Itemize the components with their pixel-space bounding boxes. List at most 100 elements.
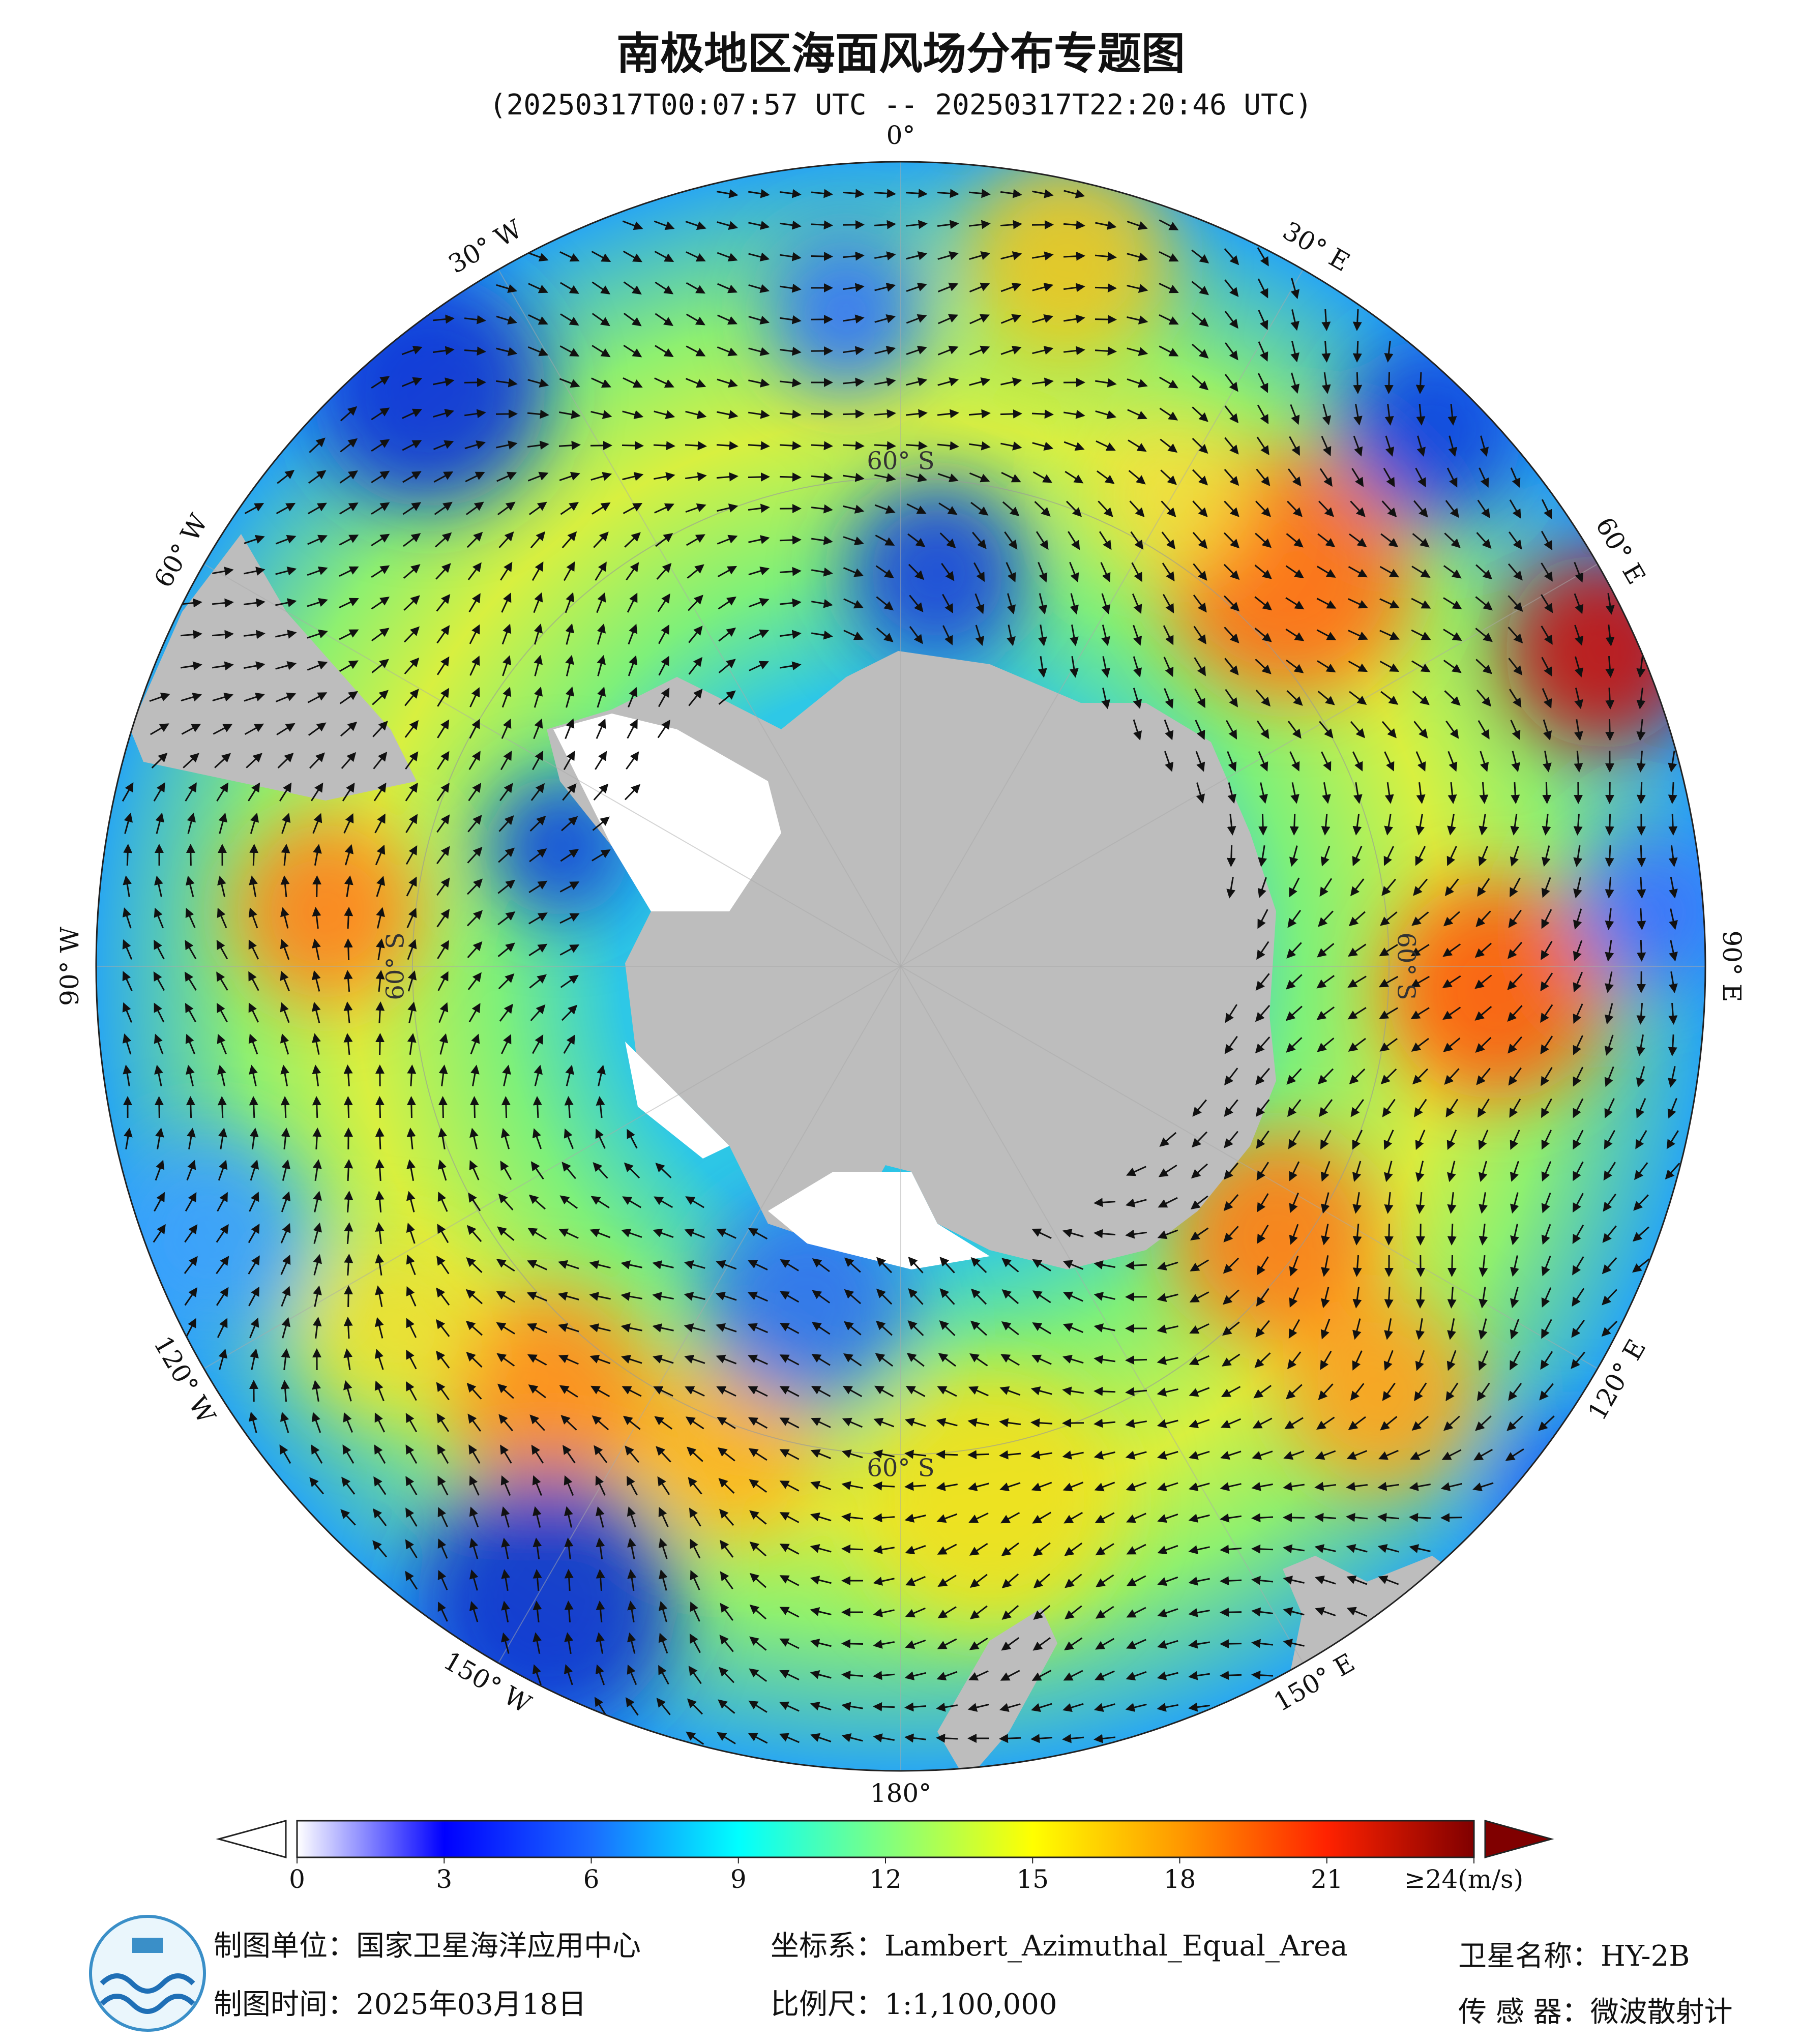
wind-arrow [1032,413,1052,414]
speed-patch [1341,339,1523,521]
wind-arrow [1609,719,1610,739]
wind-arrow [1609,814,1610,834]
subtitle: (20250317T00:07:57 UTC -- 20250317T22:20… [489,88,1312,122]
wind-arrow [1357,372,1358,393]
speed-patch [1283,1295,1478,1491]
wind-arrow [1641,940,1642,960]
longitude-label: 90° E [1717,930,1747,1002]
wind-arrow [843,445,863,446]
logo [91,1916,204,2030]
speed-patch [300,1237,482,1419]
wind-arrow [190,1098,191,1118]
wind-arrow [1095,287,1115,288]
longitude-label: 180° [870,1779,931,1808]
wind-arrow [348,1161,349,1181]
wind-arrow [379,1129,380,1149]
title: 南极地区海面风场分布专题图 [616,28,1185,79]
wind-arrow [843,1549,863,1550]
wind-arrow [1420,372,1421,393]
speed-patch [104,1133,313,1341]
wind-arrow [937,1738,958,1739]
speed-patch [312,274,547,508]
wind-arrow [1127,1359,1147,1360]
wind-arrow [1410,1517,1431,1518]
colorbar-tick-label: ≥24(m/s) [1404,1864,1523,1894]
wind-arrow [843,413,863,414]
wind-arrow [1064,1423,1084,1424]
wind-arrow [654,445,674,446]
wind-arrow [285,1098,286,1118]
wind-arrow [1253,1549,1273,1550]
wind-arrow [443,1098,444,1118]
wind-arrow [622,445,642,446]
latitude-label: 60° S [867,447,934,475]
footer-satellite: 卫星名称：HY-2B [1458,1940,1690,1973]
colorbar-tick-label: 9 [730,1864,747,1894]
wind-arrow [253,845,254,866]
wind-arrow [411,1098,412,1118]
colorbar-tick-label: 12 [869,1864,902,1894]
colorbar-tick-label: 0 [289,1864,305,1894]
wind-arrow [969,1454,989,1455]
colorbar-tick-label: 21 [1311,1864,1343,1894]
wind-arrow [1357,309,1358,330]
wind-arrow [222,1098,223,1118]
wind-arrow [1420,1287,1421,1307]
latitude-label: 60° S [867,1454,934,1483]
speed-patch [1504,553,1699,749]
colorbar-tick-label: 6 [583,1864,600,1894]
wind-arrow [1262,814,1263,834]
wind-arrow [348,908,349,929]
longitude-label: 0° [887,121,915,150]
colorbar-over [1485,1821,1551,1857]
speed-patch [963,156,1172,365]
latitude-label: 60° S [1392,932,1421,1000]
wind-arrow [537,1098,538,1118]
wind-arrow [348,1287,349,1307]
wind-arrow [811,256,832,257]
australia [1283,1556,1511,1732]
wind-arrow [1221,1580,1242,1581]
wind-arrow [1000,413,1021,414]
footer-unit: 制图单位：国家卫星海洋应用中心 [214,1930,641,1963]
wind-arrow [1095,319,1115,320]
footer-crs: 坐标系：Lambert_Azimuthal_Equal_Area [771,1930,1348,1963]
wind-arrow [874,1706,895,1707]
wind-arrow [1452,1224,1453,1244]
wind-arrow [1000,1738,1021,1739]
wind-arrow [811,445,832,446]
footer-sensor: 传 感 器：微波散射计 [1458,1996,1733,2029]
wind-arrow [1452,1255,1453,1276]
colorbar-tick-label: 3 [436,1864,452,1894]
footer-date: 制图时间：2025年03月18日 [214,1988,586,2021]
longitude-label: 90° W [55,926,84,1006]
wind-arrow [1357,341,1358,361]
speed-patch [1497,1419,1653,1575]
footer-scale: 比例尺：1:1,100,000 [771,1988,1057,2021]
speed-patch [846,482,1028,664]
wind-arrow [127,845,128,866]
wind-arrow [937,1454,958,1455]
wind-arrow [159,1098,160,1118]
colorbar-tick-label: 15 [1016,1864,1049,1894]
wind-arrow [1064,256,1084,257]
wind-arrow [1095,1391,1115,1392]
colorbar-under [219,1821,286,1857]
wind-arrow [1546,782,1547,803]
wind-arrow [253,1098,254,1118]
wind-arrow [1609,688,1610,708]
speed-patch [417,1471,677,1732]
latitude-label: 60° S [381,932,409,1000]
wind-arrow [379,1098,380,1118]
colorbar: 0 3 6 9 12 15 18 21 ≥24(m/s) [219,1821,1551,1894]
wind-arrow [811,319,832,320]
wind-arrow [1672,814,1673,834]
wind-arrow [1641,845,1642,866]
speed-patch [860,1367,1120,1627]
wind-arrow [1127,1265,1147,1266]
wind-arrow [1221,1675,1242,1676]
colorbar-tick-label: 18 [1164,1864,1196,1894]
wind-arrow [464,382,485,383]
